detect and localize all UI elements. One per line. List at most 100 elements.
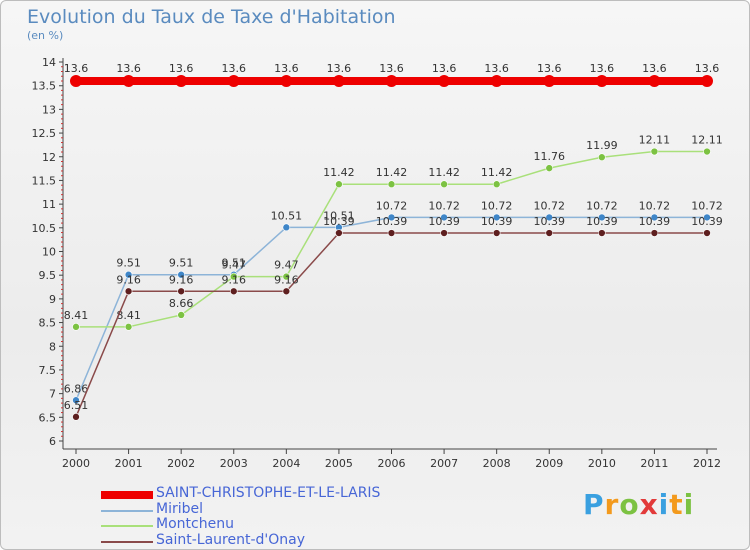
data-point: [701, 74, 713, 87]
y-tick-label: 9.5: [39, 269, 57, 282]
data-point: [124, 323, 133, 331]
data-label: 10.51: [323, 209, 355, 222]
y-tick-label: 10.5: [32, 222, 57, 235]
logo-letter: r: [604, 488, 620, 521]
y-tick-label: 12.5: [32, 127, 57, 140]
data-label: 13.6: [642, 62, 667, 75]
data-point: [492, 213, 501, 222]
data-point: [650, 229, 659, 237]
data-point: [598, 229, 606, 237]
data-label: 13.6: [116, 62, 141, 75]
data-point: [385, 74, 398, 87]
data-label: 10.72: [428, 199, 460, 212]
data-label: 11.99: [586, 139, 618, 152]
legend-swatch: [101, 509, 153, 512]
logo-letter: o: [619, 488, 640, 521]
data-point: [703, 147, 711, 156]
data-label: 10.51: [271, 209, 303, 222]
data-label: 8.41: [116, 309, 141, 322]
data-point: [70, 74, 82, 87]
data-point: [175, 74, 188, 87]
data-point: [72, 396, 80, 405]
data-label: 11.42: [428, 166, 460, 179]
data-label: 13.6: [537, 62, 562, 75]
data-label: 13.6: [432, 62, 457, 75]
data-point: [229, 272, 238, 281]
data-label: 13.6: [274, 62, 299, 75]
legend-swatch: [101, 491, 153, 499]
data-label: 12.11: [639, 134, 671, 147]
data-label: 9.16: [169, 273, 194, 286]
data-point: [124, 287, 133, 296]
data-point: [122, 74, 135, 87]
data-point: [703, 213, 711, 222]
data-label: 13.6: [379, 62, 404, 75]
data-point: [595, 74, 608, 87]
data-point: [177, 287, 185, 296]
data-label: 6.51: [64, 399, 89, 412]
data-label: 9.16: [116, 273, 141, 286]
data-label: 9.47: [222, 259, 247, 272]
data-label: 13.6: [484, 62, 509, 75]
data-point: [703, 229, 711, 237]
data-label: 13.6: [64, 62, 89, 75]
x-tick-label: 2006: [378, 457, 406, 470]
data-label: 10.72: [691, 199, 723, 212]
data-point: [598, 213, 606, 222]
data-label: 12.11: [691, 134, 723, 147]
data-label: 11.42: [323, 166, 355, 179]
data-point: [227, 74, 240, 87]
data-label: 11.42: [376, 166, 408, 179]
data-point: [650, 213, 659, 222]
x-tick-label: 2000: [62, 457, 90, 470]
data-label: 10.39: [481, 215, 513, 228]
data-label: 9.51: [222, 257, 247, 270]
x-tick-label: 2009: [535, 457, 563, 470]
chart-title: Evolution du Taux de Taxe d'Habitation: [27, 6, 396, 28]
data-label: 9.16: [274, 273, 299, 286]
data-point: [545, 213, 554, 222]
logo-letter: i: [658, 488, 670, 521]
data-point: [440, 213, 448, 222]
data-point: [387, 229, 396, 237]
legend-label: SAINT-CHRISTOPHE-ET-LE-LARIS: [156, 485, 381, 501]
y-tick-label: 11: [42, 198, 56, 211]
y-tick-label: 8: [49, 340, 56, 353]
data-point: [492, 180, 501, 189]
data-label: 8.41: [64, 309, 89, 322]
y-tick-label: 7: [49, 388, 56, 401]
data-label: 13.6: [222, 62, 247, 75]
x-tick-label: 2002: [167, 457, 195, 470]
legend-label: Montchenu: [156, 516, 234, 532]
x-tick-label: 2007: [430, 457, 458, 470]
data-label: 8.66: [169, 297, 194, 310]
y-tick-label: 6: [49, 435, 56, 448]
y-tick-label: 8.5: [39, 317, 57, 330]
data-label: 10.72: [481, 199, 513, 212]
data-point: [648, 74, 661, 87]
data-point: [282, 223, 291, 232]
logo-letter: P: [583, 488, 605, 521]
data-label: 10.72: [534, 199, 566, 212]
y-tick-label: 12: [42, 151, 56, 164]
data-label: 10.39: [586, 215, 618, 228]
data-point: [543, 74, 556, 87]
data-point: [387, 213, 396, 222]
x-tick-label: 2008: [483, 457, 511, 470]
x-tick-label: 2001: [115, 457, 143, 470]
unit-label: (en %): [27, 29, 64, 42]
data-point: [124, 270, 133, 279]
data-point: [282, 287, 291, 296]
legend-swatch: [101, 525, 153, 527]
data-label: 10.39: [534, 215, 566, 228]
data-label: 9.51: [169, 257, 194, 270]
data-point: [598, 153, 606, 162]
data-label: 11.42: [481, 166, 513, 179]
data-point: [440, 180, 448, 189]
x-tick-label: 2003: [220, 457, 248, 470]
data-point: [335, 180, 343, 189]
data-point: [490, 74, 503, 87]
data-point: [177, 270, 185, 279]
x-tick-label: 2004: [272, 457, 300, 470]
